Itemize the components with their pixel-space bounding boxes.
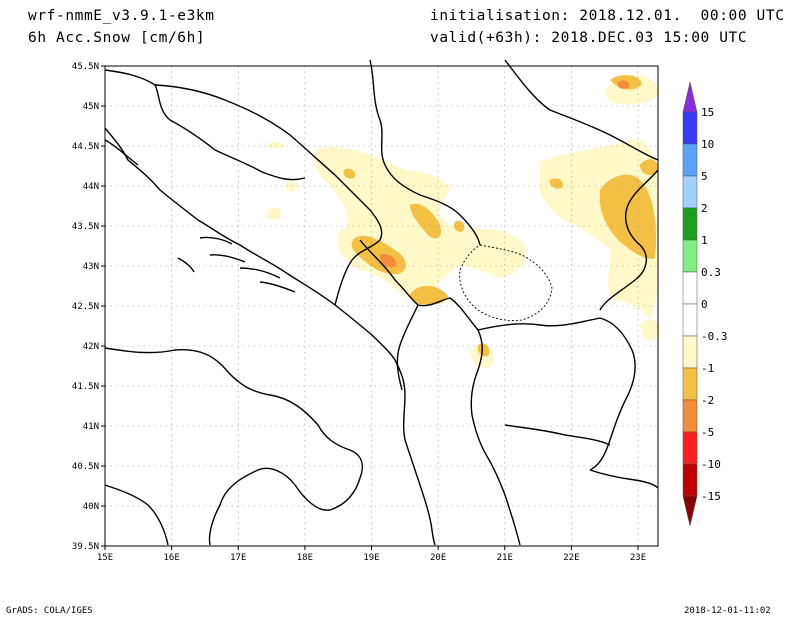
snow-heavy-macedonia [477, 343, 490, 357]
colorbar-label: 0 [701, 298, 708, 311]
model-title: wrf-nmmE_v3.9.1-e3km [28, 8, 215, 24]
lon-tick-label: 15E [97, 553, 113, 563]
colorbar-label: -1 [701, 362, 714, 375]
colorbar-segment [682, 175, 698, 209]
colorbar-label: 10 [701, 138, 714, 151]
colorbar-segment [682, 399, 698, 433]
island-5 [259, 281, 296, 293]
lat-tick-label: 42.5N [72, 302, 99, 312]
colorbar-segment [682, 239, 698, 273]
serbia-west-border [369, 59, 481, 246]
snow-area-small-2 [266, 207, 282, 220]
snow-heavy-west-serbia [410, 203, 442, 239]
island-3 [209, 254, 246, 263]
colorbar-segment [682, 271, 698, 305]
lat-tick-label: 44.5N [72, 142, 99, 152]
lat-tick-label: 45.5N [72, 62, 99, 72]
snow-heavy [343, 75, 659, 357]
albania-macedonia-border [359, 239, 521, 546]
field-title: 6h Acc.Snow [cm/6h] [28, 30, 206, 46]
colorbar-top-arrow [682, 81, 698, 113]
colorbar-label: -0.3 [701, 330, 728, 343]
init-time: initialisation: 2018.12.01. 00:00 UTC [430, 8, 785, 24]
snow-heavy-prokletije [410, 285, 448, 305]
snow-heavy-ne [640, 159, 659, 176]
colorbar-segment [682, 431, 698, 465]
snow-area-small-1 [285, 180, 298, 192]
adriatic-east-coast [104, 127, 436, 546]
lat-tick-label: 43.5N [72, 222, 99, 232]
lon-tick-label: 18E [297, 553, 313, 563]
snow-area-small-3 [267, 142, 284, 149]
greece-macedonia-border [504, 424, 611, 446]
greece-coast [589, 469, 659, 489]
valid-time: valid(+63h): 2018.DEC.03 15:00 UTC [430, 30, 748, 46]
lon-axis-labels: 15E 16E 17E 18E 19E 20E 21E 22E 23E [97, 546, 646, 563]
serbia-bulgaria-border [599, 169, 659, 311]
lon-tick-label: 16E [163, 553, 179, 563]
colorbar-segment [682, 463, 698, 497]
colorbar-segment [682, 207, 698, 241]
lat-tick-label: 41.5N [72, 382, 99, 392]
colorbar-bottom-arrow [682, 495, 698, 527]
lat-tick-label: 43N [83, 262, 99, 272]
colorbar-label: -2 [701, 394, 714, 407]
island-1 [104, 139, 139, 166]
island-4 [239, 267, 281, 279]
lat-tick-label: 40.5N [72, 462, 99, 472]
italy-calabria-coast [104, 484, 169, 546]
lat-tick-label: 44N [83, 182, 99, 192]
footer-credit: GrADS: COLA/IGES [6, 606, 93, 616]
colorbar-label: -10 [701, 458, 721, 471]
lon-tick-label: 23E [630, 553, 646, 563]
colorbar-label: -5 [701, 426, 714, 439]
colorbar-label: 0.3 [701, 266, 721, 279]
footer-timestamp: 2018-12-01-11:02 [684, 606, 771, 616]
bosnia-border [154, 84, 383, 306]
snow-heavy-small-2 [549, 178, 563, 189]
italy-coast [104, 347, 363, 546]
snow-heavy-small-1 [343, 168, 356, 179]
colorbar: 15 10 5 2 1 0.3 0 -0.3 -1 -2 -5 -10 -15 [682, 81, 728, 527]
lat-axis-labels: 39.5N 40N 40.5N 41N 41.5N 42N 42.5N 43N 43.5N 44N… [72, 62, 105, 552]
lat-tick-label: 45N [83, 102, 99, 112]
colorbar-segment [682, 335, 698, 369]
colorbar-label: -15 [701, 490, 721, 503]
colorbar-label: 5 [701, 170, 708, 183]
lon-tick-label: 17E [230, 553, 246, 563]
island-6 [177, 257, 195, 273]
colorbar-segment [682, 303, 698, 337]
croatia-inland-border [104, 69, 306, 181]
snow-area-bulgaria [640, 319, 660, 342]
island-2 [199, 236, 233, 245]
colorbar-label: 2 [701, 202, 708, 215]
albania-west-border [396, 304, 419, 391]
lat-tick-label: 41N [83, 422, 99, 432]
lon-tick-label: 21E [497, 553, 513, 563]
snow-max-north [617, 80, 630, 89]
lon-tick-label: 20E [430, 553, 446, 563]
snow-heavy-small-3 [453, 220, 465, 232]
colorbar-segment [682, 143, 698, 177]
colorbar-label: 1 [701, 234, 708, 247]
lon-tick-label: 19E [363, 553, 379, 563]
snow-areas [266, 75, 660, 369]
colorbar-segment [682, 111, 698, 145]
colorbar-segment [682, 367, 698, 401]
lat-tick-label: 40N [83, 502, 99, 512]
serbia-romania-border [504, 59, 659, 161]
lat-tick-label: 42N [83, 342, 99, 352]
lon-tick-label: 22E [563, 553, 579, 563]
coastlines-borders [104, 59, 659, 546]
macedonia-bulgaria-border [477, 317, 636, 471]
snow-heavy-serbia [599, 174, 657, 259]
colorbar-label: 15 [701, 106, 714, 119]
lat-tick-label: 39.5N [72, 542, 99, 552]
snow-max-montenegro [380, 254, 397, 268]
